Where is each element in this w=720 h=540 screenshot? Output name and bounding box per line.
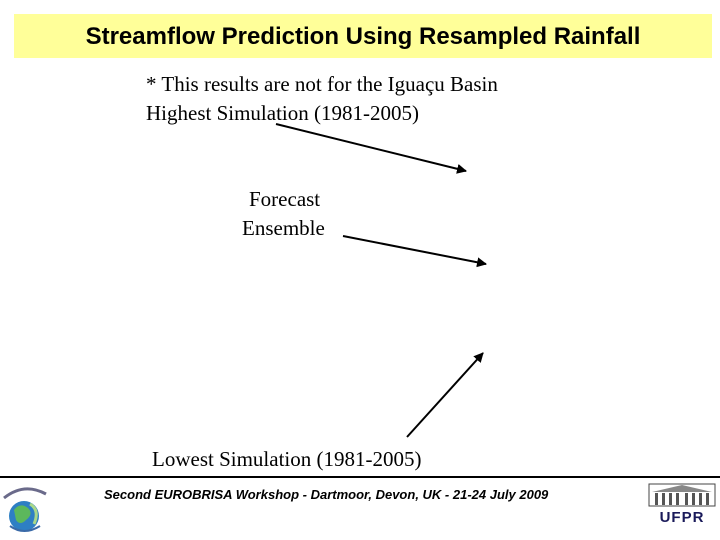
- highest-arrow: [275, 123, 467, 174]
- lowest-arrow: [406, 352, 484, 438]
- note-text: * This results are not for the Iguaçu Ba…: [146, 72, 498, 96]
- ufpr-logo-text: UFPR: [660, 509, 705, 526]
- highest-simulation-label: Highest Simulation (1981-2005): [146, 101, 419, 125]
- ufpr-logo: UFPR: [648, 483, 716, 526]
- footer-divider: [0, 476, 720, 478]
- slide-title: Streamflow Prediction Using Resampled Ra…: [85, 23, 641, 50]
- eurobrisa-logo-icon: [3, 487, 47, 532]
- lowest-simulation-label: Lowest Simulation (1981-2005): [152, 447, 422, 471]
- forecast-label: Forecast: [249, 187, 321, 211]
- ensemble-arrow: [342, 235, 487, 268]
- ensemble-label: Ensemble: [242, 216, 325, 240]
- title-bar: Streamflow Prediction Using Resampled Ra…: [14, 14, 712, 58]
- footer-workshop-text: Second EUROBRISA Workshop - Dartmoor, De…: [104, 487, 549, 502]
